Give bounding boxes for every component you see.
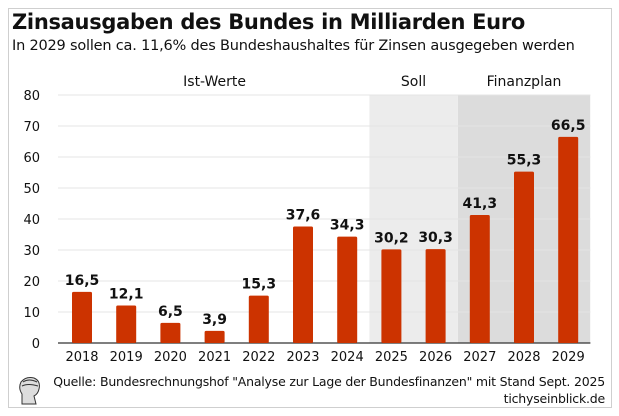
section-label: Ist-Werte	[183, 74, 246, 90]
x-tick-label: 2026	[419, 350, 452, 365]
data-label: 30,2	[374, 230, 409, 246]
bar-2020	[160, 322, 181, 343]
section-label: Soll	[401, 74, 426, 90]
data-label: 3,9	[202, 312, 227, 328]
data-label: 6,5	[158, 304, 183, 320]
chart-subtitle: In 2029 sollen ca. 11,6% des Bundeshaush…	[12, 38, 575, 54]
data-label: 34,3	[330, 218, 365, 234]
bar-2021	[204, 330, 225, 343]
x-tick-label: 2023	[286, 350, 319, 365]
source-text: Quelle: Bundesrechnungshof "Analyse zur …	[53, 374, 605, 389]
y-tick-label: 20	[23, 275, 40, 290]
y-tick-label: 0	[32, 337, 40, 352]
bar-2025	[381, 249, 402, 343]
bar-2018	[72, 291, 92, 343]
y-tick-label: 40	[23, 213, 40, 228]
bar-2024	[337, 236, 358, 343]
y-tick-label: 30	[23, 244, 40, 259]
y-tick-label: 80	[23, 89, 40, 104]
data-label: 37,6	[286, 207, 321, 223]
x-tick-label: 2019	[110, 350, 143, 365]
bar-2027	[469, 214, 490, 343]
section-label: Finanzplan	[487, 74, 562, 90]
bar-2028	[514, 171, 534, 343]
x-tick-label: 2022	[242, 350, 275, 365]
site-name: tichyseinblick.de	[503, 391, 606, 406]
data-label: 55,3	[507, 153, 542, 169]
source-note: Quelle: Bundesrechnungshof "Analyse zur …	[53, 373, 605, 407]
x-tick-label: 2028	[507, 350, 540, 365]
bar-2023	[293, 226, 313, 343]
y-tick-label: 50	[23, 182, 40, 197]
x-tick-label: 2024	[331, 350, 364, 365]
y-tick-label: 70	[23, 120, 40, 135]
x-tick-label: 2020	[154, 350, 187, 365]
data-label: 15,3	[242, 277, 277, 293]
data-label: 12,1	[109, 286, 144, 302]
data-label: 66,5	[551, 118, 586, 134]
bar-2029	[558, 136, 579, 343]
bar-2022	[248, 295, 269, 343]
logo-icon	[19, 377, 40, 405]
data-label: 16,5	[65, 273, 100, 289]
y-tick-label: 60	[23, 151, 40, 166]
bar-2019	[116, 305, 137, 343]
bar-2026	[425, 249, 446, 343]
y-tick-label: 10	[23, 306, 40, 321]
chart-title: Zinsausgaben des Bundes in Milliarden Eu…	[12, 10, 526, 34]
x-tick-label: 2029	[552, 350, 585, 365]
data-label: 41,3	[463, 196, 498, 212]
x-tick-label: 2027	[463, 350, 496, 365]
x-tick-label: 2021	[198, 350, 231, 365]
x-tick-label: 2018	[65, 350, 98, 365]
x-tick-label: 2025	[375, 350, 408, 365]
data-label: 30,3	[418, 230, 453, 246]
